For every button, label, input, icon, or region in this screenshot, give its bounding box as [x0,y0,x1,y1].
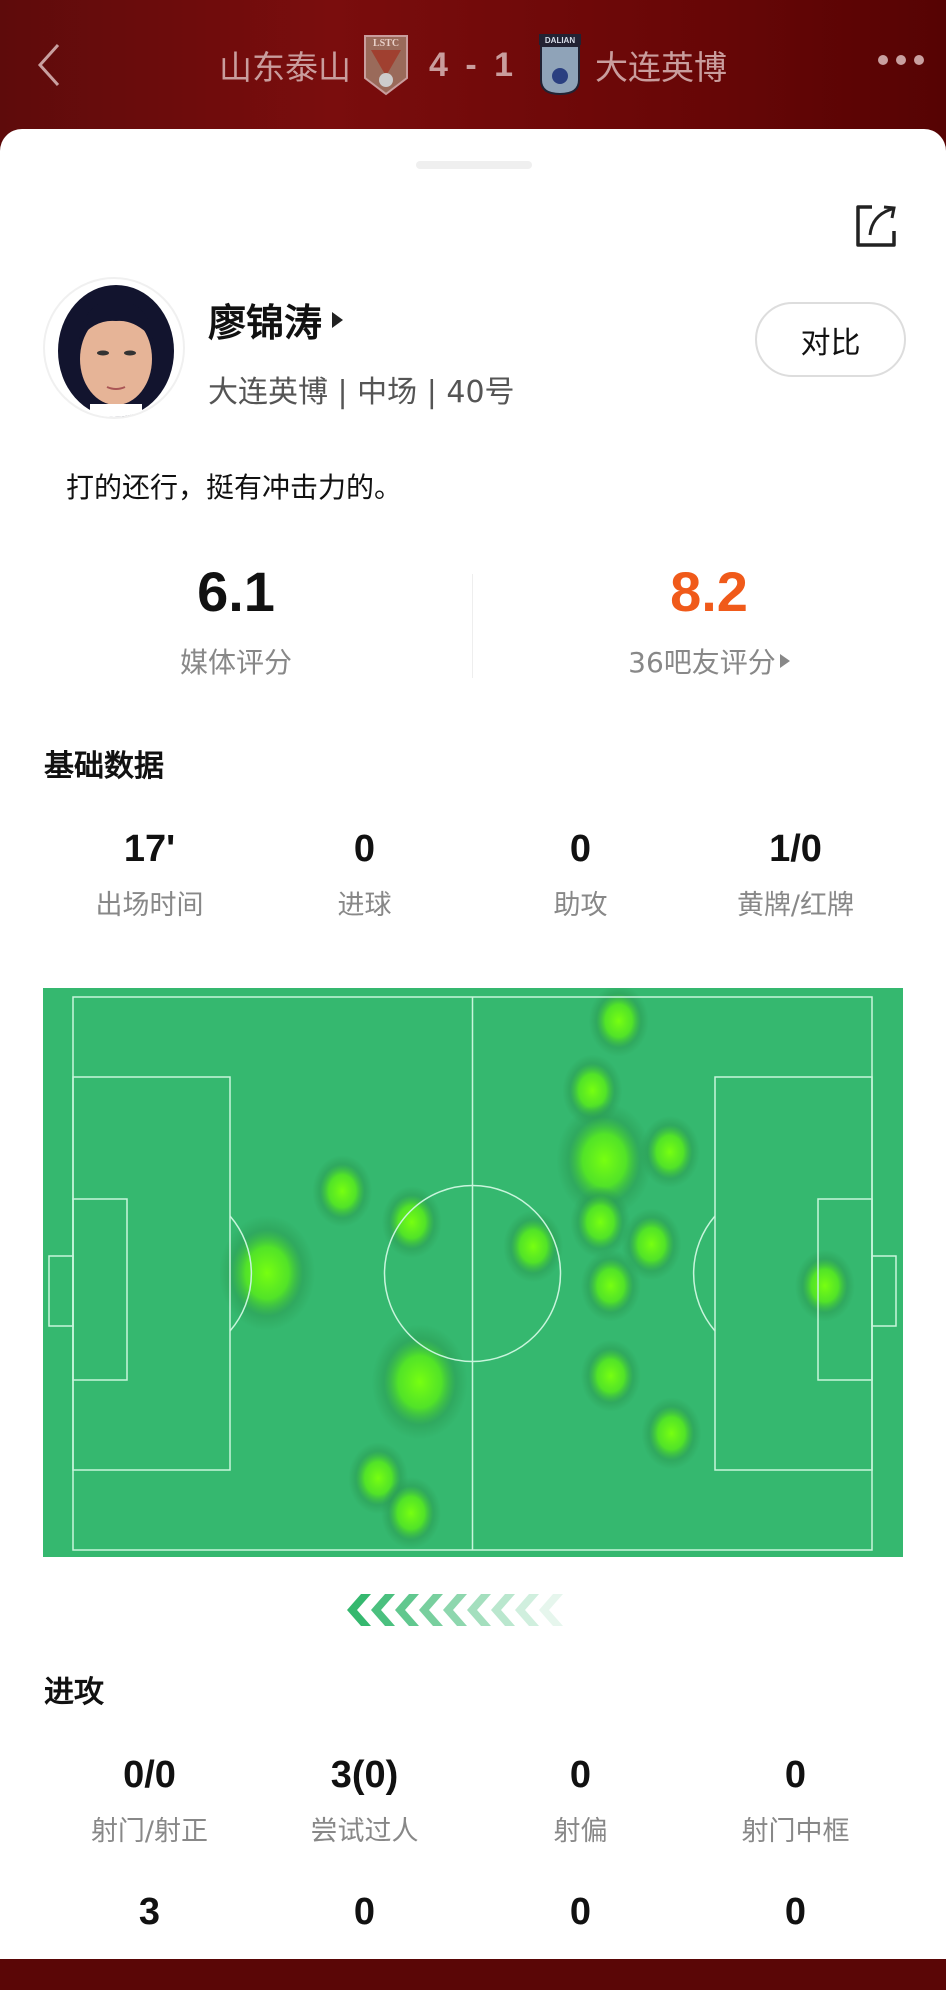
fan-rating-value: 8.2 [670,560,748,623]
stat-value: 17' [123,828,176,870]
attack-stats-row-2: 3 0 0 0 [0,1890,946,1990]
player-name: 廖锦涛 [208,301,323,345]
heatmap-spot [381,1186,442,1259]
attack-direction-arrows [347,1594,563,1626]
stat-value: 0 [353,1891,376,1933]
share-icon[interactable] [852,201,900,251]
media-rating-value: 6.1 [197,560,275,623]
stat-label: 射门中框 [741,1816,850,1847]
stat-value: 0 [569,1891,592,1933]
media-rating: 6.1 媒体评分 [86,559,386,681]
heatmap-spots [219,988,855,1549]
chevron-left-icon [539,1594,563,1626]
stat-shots: 0/0 射门/射正 [42,1753,257,1848]
heatmap-spot [580,1339,641,1412]
match-title: 山东泰山 LSTC 4 - 1 DALIAN 大连英博 [0,30,946,100]
stat-value: 0 [784,1754,807,1796]
stat-goals: 0 进球 [257,827,472,922]
heatmap-spot [621,1208,682,1281]
fan-rating-label: 36吧友评分 [628,646,776,679]
stat-label: 助攻 [553,890,608,921]
heatmap-pitch [43,988,903,1557]
more-dots-icon[interactable] [878,55,924,65]
fan-rating[interactable]: 8.2 36吧友评分 [559,559,859,681]
chevron-left-icon [419,1594,443,1626]
stat-value: 3 [138,1891,161,1933]
stat-item: 0 [257,1890,472,1934]
heatmap-spot [641,1397,702,1470]
heatmap-spot [503,1210,564,1283]
home-team-badge: LSTC [363,35,408,96]
player-comment: 打的还行，挺有冲击力的。 [66,471,403,504]
heatmap-spot [588,988,649,1057]
stat-label: 出场时间 [95,890,204,921]
stat-item: 3 [42,1890,257,1934]
stat-off-target: 0 射偏 [473,1753,688,1848]
player-card: 廖锦涛 大连英博 | 中场 | 40号 对比 打的还行，挺有冲击力的。 6.1 … [0,129,946,1959]
chevron-left-icon [371,1594,395,1626]
chevron-left-icon [467,1594,491,1626]
compare-button[interactable]: 对比 [755,302,906,377]
stat-value: 0 [784,1891,807,1933]
caret-right-icon [332,311,344,328]
match-header: 山东泰山 LSTC 4 - 1 DALIAN 大连英博 [0,0,946,140]
home-team-name[interactable]: 山东泰山 [218,48,351,87]
caret-right-icon [779,654,790,668]
heatmap-spot [556,1102,653,1218]
stat-value: 0 [569,828,592,870]
stat-woodwork: 0 射门中框 [688,1753,903,1848]
stat-item: 0 [688,1890,903,1934]
stat-dribbles: 3(0) 尝试过人 [257,1753,472,1848]
drag-handle[interactable] [416,161,532,169]
chevron-left-icon [491,1594,515,1626]
stat-label: 进球 [337,890,392,921]
pitch-lines [48,996,897,1551]
stat-value: 0 [569,1754,592,1796]
heatmap-spot [380,1476,441,1549]
attack-stats-title: 进攻 [44,1675,104,1710]
stat-value: 0/0 [123,1754,176,1796]
stat-value: 3(0) [330,1754,399,1796]
chevron-left-icon [443,1594,467,1626]
away-team-badge: DALIAN [539,34,582,96]
basic-stats-row: 17' 出场时间 0 进球 0 助攻 1/0 黄牌/红牌 [0,827,946,927]
heatmap-spot [580,1249,641,1322]
heatmap-spot [371,1324,468,1440]
score: 4 - 1 [428,45,518,84]
stat-label: 射偏 [553,1816,608,1847]
media-rating-label: 媒体评分 [179,646,292,679]
home-badge-text: LSTC [373,38,399,49]
player-subtitle: 大连英博 | 中场 | 40号 [208,375,515,410]
away-team-name[interactable]: 大连英博 [595,48,728,87]
stat-minutes: 17' 出场时间 [42,827,257,922]
chevron-left-icon [515,1594,539,1626]
stat-label: 射门/射正 [90,1816,209,1847]
stat-item: 0 [473,1890,688,1934]
heatmap-spot [570,1186,631,1259]
heatmap-spot [312,1155,373,1228]
chevron-left-icon[interactable] [30,40,70,90]
stat-label: 黄牌/红牌 [736,890,855,921]
stat-assists: 0 助攻 [473,827,688,922]
stat-value: 0 [353,828,376,870]
attack-stats-row: 0/0 射门/射正 3(0) 尝试过人 0 射偏 0 射门中框 [0,1753,946,1853]
player-name-link[interactable]: 廖锦涛 [208,292,344,347]
chevron-left-icon [347,1594,371,1626]
away-badge-text: DALIAN [545,36,575,45]
rating-divider [472,574,473,678]
chevron-left-icon [395,1594,419,1626]
heatmap-spot [219,1215,316,1331]
stat-value: 1/0 [769,828,822,870]
avatar[interactable] [43,277,185,419]
heatmap-spot [639,1115,700,1188]
stat-label: 尝试过人 [310,1816,419,1847]
basic-stats-title: 基础数据 [44,749,164,784]
heatmap-spot [794,1249,855,1322]
stat-cards: 1/0 黄牌/红牌 [688,827,903,922]
